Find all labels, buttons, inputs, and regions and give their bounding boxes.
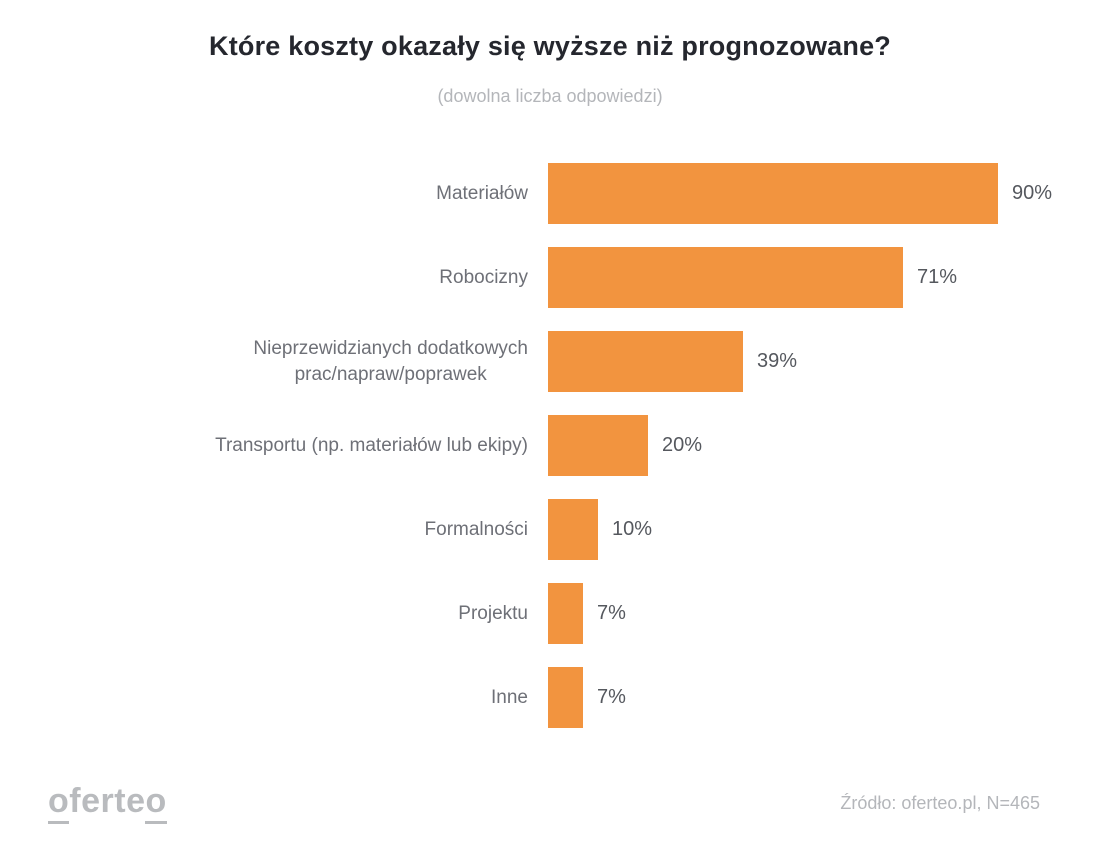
value-label: 90% — [1012, 182, 1053, 204]
category-label-column: Projektu — [0, 601, 528, 627]
category-label: Transportu (np. materiałów lub ekipy) — [215, 434, 528, 456]
category-label: Materiałów — [436, 182, 528, 204]
chart-row: Robocizny 71% — [0, 247, 1100, 308]
chart-row: Inne 7% — [0, 667, 1100, 728]
logo-last-o: o — [145, 782, 167, 824]
category-label: Formalności — [424, 518, 528, 540]
bar — [548, 415, 648, 476]
category-label: Robocizny — [439, 266, 528, 288]
oferteo-logo: oferteo — [48, 781, 167, 824]
category-label: Nieprzewidzianych dodatkowych prac/napra… — [253, 337, 528, 385]
value-label: 10% — [612, 518, 653, 540]
chart-subtitle: (dowolna liczba odpowiedzi) — [437, 86, 663, 106]
logo-middle: ferte — [69, 781, 146, 820]
chart-row: Transportu (np. materiałów lub ekipy) 20% — [0, 415, 1100, 476]
bar-chart: Materiałów 90% Robocizny 71% Nieprzewidziany… — [0, 163, 1100, 728]
logo-first-o: o — [48, 782, 70, 824]
category-label-column: Inne — [0, 685, 528, 711]
value-label: 71% — [917, 266, 958, 288]
page-footer: oferteo Źródło: oferteo.pl, N=465 — [0, 781, 1100, 824]
value-label: 7% — [597, 686, 626, 708]
category-label: Projektu — [458, 602, 528, 624]
bar — [548, 331, 743, 392]
category-label: Inne — [491, 686, 528, 708]
value-label: 7% — [597, 602, 626, 624]
chart-title: Które koszty okazały się wyższe niż prog… — [209, 31, 891, 61]
chart-row: Formalności 10% — [0, 499, 1100, 560]
value-label: 39% — [757, 350, 798, 372]
chart-row: Projektu 7% — [0, 583, 1100, 644]
category-label-column: Formalności — [0, 517, 528, 543]
bar — [548, 163, 998, 224]
bar — [548, 247, 903, 308]
source-note: Źródło: oferteo.pl, N=465 — [840, 792, 1040, 813]
bar-chart-rows: Materiałów 90% Robocizny 71% Nieprzewidziany… — [0, 163, 1100, 728]
bar — [548, 667, 583, 728]
chart-row: Materiałów 90% — [0, 163, 1100, 224]
category-label-column: Materiałów — [0, 181, 528, 207]
page-header: Które koszty okazały się wyższe niż prog… — [0, 0, 1100, 107]
category-label-column: Robocizny — [0, 265, 528, 291]
chart-row: Nieprzewidzianych dodatkowych prac/napra… — [0, 331, 1100, 392]
category-label-column: Nieprzewidzianych dodatkowych prac/napra… — [0, 336, 528, 388]
value-label: 20% — [662, 434, 703, 456]
bar — [548, 499, 598, 560]
category-label-column: Transportu (np. materiałów lub ekipy) — [0, 433, 528, 459]
bar — [548, 583, 583, 644]
